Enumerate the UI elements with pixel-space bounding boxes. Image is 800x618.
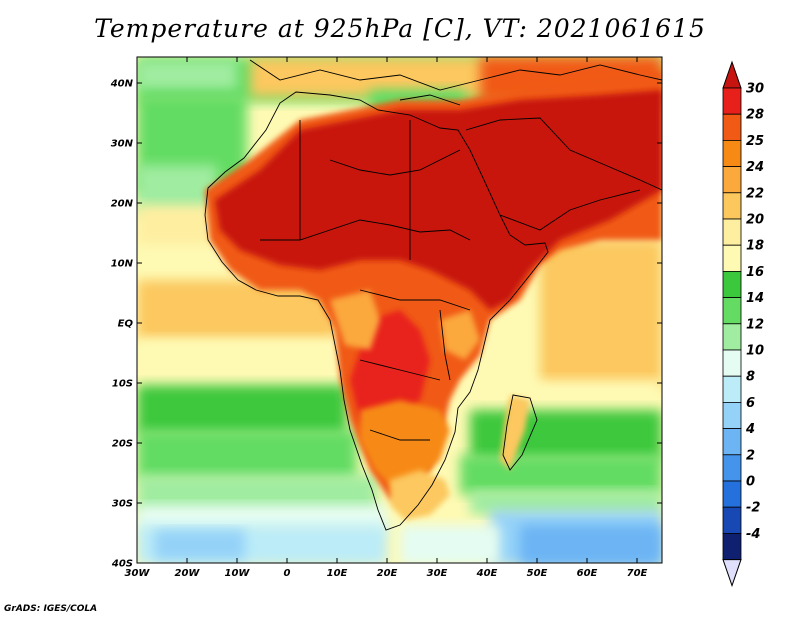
colorbar-label: 30 (746, 82, 764, 97)
colorbar-label: 16 (746, 265, 764, 280)
lat-tick-label: EQ (118, 319, 134, 330)
lat-tick-label: 10N (111, 259, 134, 270)
colorbar-swatch (722, 323, 742, 351)
colorbar-label: 10 (746, 344, 764, 359)
lat-tick-label: 40N (110, 79, 134, 90)
colorbar-swatch (722, 297, 742, 325)
lon-tick-label: 70E (627, 568, 648, 579)
lat-tick-label: 20S (112, 439, 133, 450)
lon-tick-label: 50E (527, 568, 548, 579)
lat-axis: 40N 30N 20N 10N EQ 10S 20S 30S 40S (110, 79, 662, 570)
colorbar-swatch (722, 533, 742, 561)
colorbar-label: 12 (746, 317, 764, 332)
lon-tick-label: 20W (175, 568, 201, 579)
colorbar-swatch (722, 87, 742, 115)
colorbar-swatch (722, 375, 742, 403)
colorbar-swatch (722, 270, 742, 298)
colorbar-top-arrow (722, 60, 742, 89)
lat-tick-label: 40S (111, 559, 133, 570)
colorbar-swatch (722, 218, 742, 246)
lat-tick-label: 30S (112, 499, 133, 510)
plot-frame (136, 56, 663, 564)
map-title: Temperature at 925hPa [C], VT: 202106161… (94, 14, 706, 43)
lon-tick-label: 40E (476, 568, 498, 579)
colorbar-swatch (722, 139, 742, 167)
credit-label: GrADS: IGES/COLA (4, 604, 98, 614)
temperature-field (137, 57, 662, 563)
colorbar-label: 18 (746, 239, 764, 254)
colorbar-swatch (722, 454, 742, 482)
lat-tick-label: 30N (111, 139, 134, 150)
colorbar-label: 8 (746, 370, 755, 385)
colorbar-swatch (722, 244, 742, 272)
colorbar-bottom-arrow (722, 559, 742, 588)
colorbar-swatch (722, 401, 742, 429)
colorbar-label: 6 (746, 396, 755, 411)
lon-tick-label: 20E (377, 568, 398, 579)
lon-tick-label: 0 (284, 568, 291, 579)
lat-tick-label: 20N (111, 199, 134, 210)
colorbar-label: 0 (746, 475, 755, 490)
colorbar-swatch (722, 506, 742, 534)
lon-tick-label: 60E (577, 568, 598, 579)
coastline-borders (204, 59, 662, 531)
lat-tick-label: 10S (112, 379, 133, 390)
colorbar-label: 2 (746, 448, 755, 463)
lon-tick-label: 30E (427, 568, 448, 579)
colorbar-swatch (722, 349, 742, 377)
colorbar-label: 4 (745, 422, 755, 437)
colorbar-label: 25 (746, 134, 764, 149)
lon-tick-label: 10W (225, 568, 251, 579)
colorbar-label: 28 (746, 108, 764, 123)
colorbar-label: 14 (746, 291, 764, 306)
lon-axis: 30W 20W 10W 0 10E 20E 30E 40E 50E 60E 70E (125, 57, 648, 579)
colorbar-swatch (722, 192, 742, 220)
lon-tick-label: 10E (327, 568, 348, 579)
colorbar-swatch (722, 113, 742, 141)
colorbar-swatch (722, 480, 742, 508)
colorbar-label: 20 (746, 213, 764, 228)
colorbar-label: -4 (746, 527, 760, 542)
colorbar-label: 24 (746, 160, 764, 175)
colorbar-swatch (722, 166, 742, 194)
colorbar-label: 22 (746, 186, 764, 201)
colorbar-label: -2 (746, 501, 760, 516)
lon-tick-label: 30W (125, 568, 151, 579)
colorbar-swatch (722, 428, 742, 456)
